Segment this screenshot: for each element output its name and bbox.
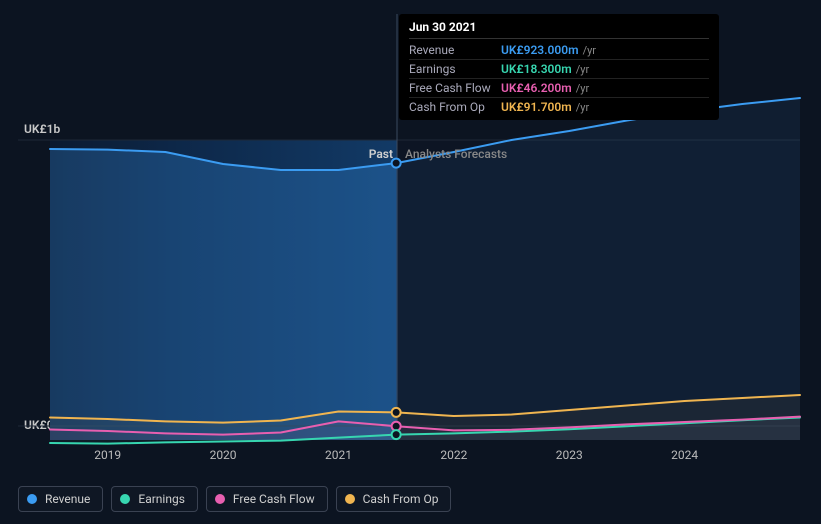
tooltip-value: UK£46.200m [501,81,572,95]
legend: Revenue Earnings Free Cash Flow Cash Fro… [18,486,451,512]
tooltip-label: Revenue [409,43,501,57]
tooltip-value: UK£91.700m [501,100,572,114]
tooltip-unit: /yr [576,101,589,114]
tooltip-row-earnings: Earnings UK£18.300m /yr [409,60,709,79]
legend-label: Earnings [138,492,185,506]
tooltip-unit: /yr [576,82,589,95]
legend-swatch [215,494,225,504]
tooltip-value: UK£18.300m [501,62,572,76]
tooltip-label: Earnings [409,62,501,76]
tooltip-row-revenue: Revenue UK£923.000m /yr [409,41,709,60]
legend-item-cfo[interactable]: Cash From Op [336,486,452,512]
forecast-label: Analysts Forecasts [405,147,507,161]
legend-label: Cash From Op [363,492,439,506]
legend-swatch [27,494,37,504]
tooltip-unit: /yr [583,44,596,57]
past-label: Past [369,147,393,161]
legend-item-earnings[interactable]: Earnings [111,486,198,512]
legend-label: Free Cash Flow [233,492,315,506]
tooltip-date: Jun 30 2021 [409,20,709,39]
legend-swatch [120,494,130,504]
legend-item-fcf[interactable]: Free Cash Flow [206,486,328,512]
tooltip-row-cfo: Cash From Op UK£91.700m /yr [409,98,709,116]
legend-item-revenue[interactable]: Revenue [18,486,103,512]
legend-swatch [345,494,355,504]
tooltip-value: UK£923.000m [501,43,579,57]
legend-label: Revenue [45,492,90,506]
tooltip-unit: /yr [576,63,589,76]
chart-tooltip: Jun 30 2021 Revenue UK£923.000m /yr Earn… [399,14,719,120]
tooltip-row-fcf: Free Cash Flow UK£46.200m /yr [409,79,709,98]
tooltip-label: Free Cash Flow [409,81,501,95]
tooltip-label: Cash From Op [409,100,501,114]
